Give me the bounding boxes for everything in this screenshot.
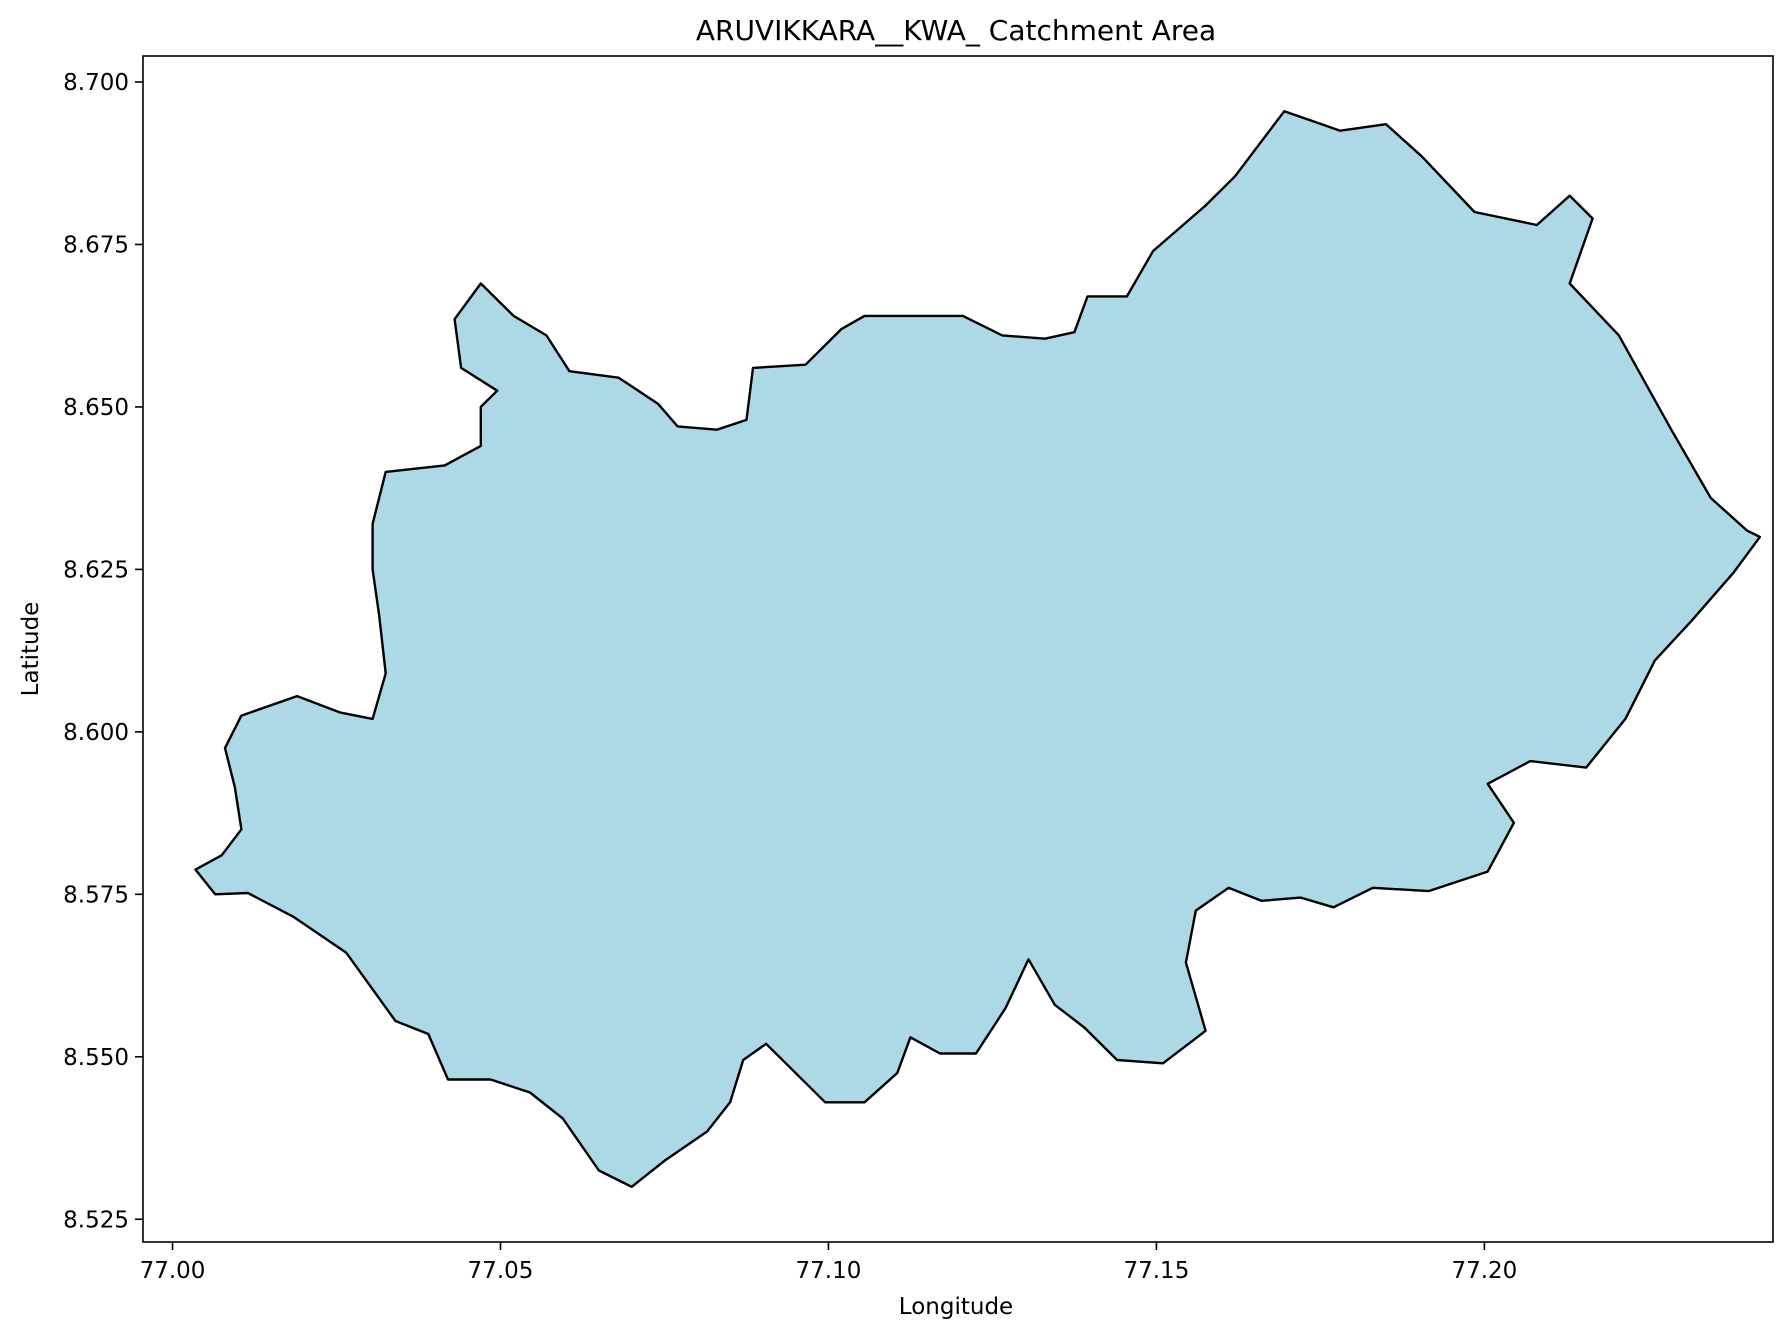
y-tick-label: 8.525 — [63, 1207, 129, 1233]
plot-frame — [142, 55, 1774, 1243]
y-tick-label: 8.650 — [63, 395, 129, 421]
x-tick-label: 77.05 — [468, 1258, 534, 1284]
x-axis-label: Longitude — [899, 1294, 1013, 1320]
y-tick-label: 8.575 — [63, 882, 129, 908]
x-tick-label: 77.10 — [796, 1258, 862, 1284]
y-tick-label: 8.700 — [63, 70, 129, 96]
x-axis-ticks: 77.00 77.05 77.10 77.15 77.20 — [140, 1242, 1517, 1284]
y-tick-label: 8.625 — [63, 557, 129, 583]
x-tick-label: 77.20 — [1451, 1258, 1517, 1284]
y-tick-label: 8.675 — [63, 232, 129, 258]
y-tick-label: 8.550 — [63, 1045, 129, 1071]
chart-title: ARUVIKKARA__KWA_ Catchment Area — [696, 14, 1216, 47]
catchment-area-polygon — [194, 110, 1762, 1188]
y-axis-ticks: 8.525 8.550 8.575 8.600 8.625 8.650 8.675 8.700 — [63, 70, 143, 1233]
y-axis-label: Latitude — [18, 602, 44, 697]
x-tick-label: 77.15 — [1123, 1258, 1189, 1284]
y-tick-label: 8.600 — [63, 720, 129, 746]
x-tick-label: 77.00 — [140, 1258, 206, 1284]
